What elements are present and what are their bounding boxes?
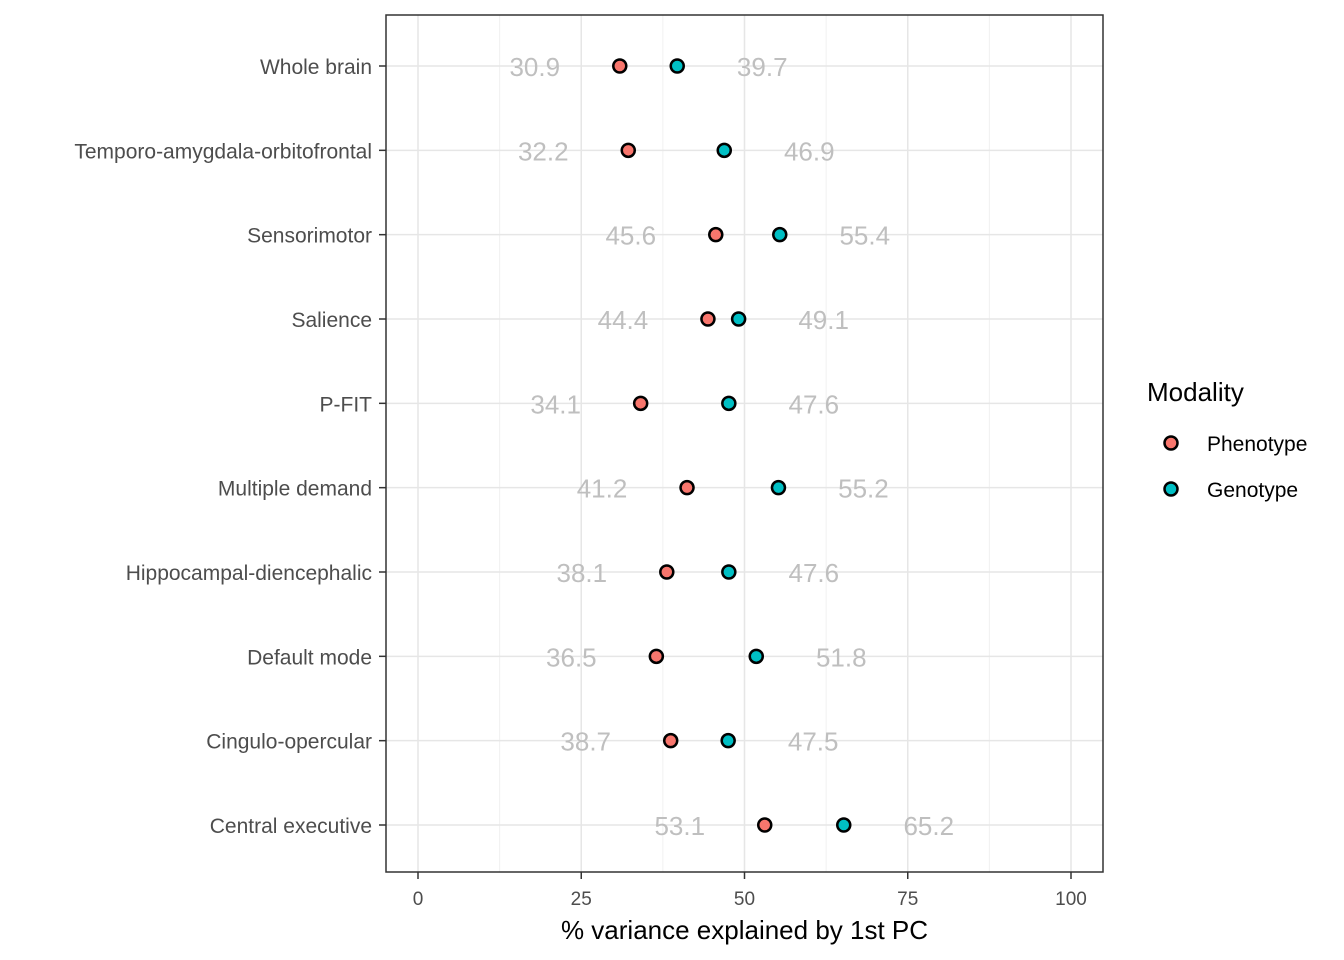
genotype-value-label: 47.6 bbox=[789, 389, 840, 419]
phenotype-value-label: 38.7 bbox=[560, 727, 611, 757]
genotype-point bbox=[836, 817, 852, 833]
x-axis: 0 25 50 75 100 bbox=[413, 872, 1087, 910]
genotype-point bbox=[721, 564, 737, 580]
category-label: Hippocampal-diencephalic bbox=[126, 562, 372, 585]
category-label: Sensorimotor bbox=[247, 225, 372, 248]
legend: Modality Phenotype Genotype bbox=[1147, 377, 1307, 502]
genotype-point bbox=[721, 395, 737, 412]
phenotype-value-label: 34.1 bbox=[530, 389, 581, 419]
x-tick-label: 75 bbox=[897, 889, 918, 910]
category-label: Temporo-amygdala-orbitofrontal bbox=[74, 140, 372, 163]
x-axis-title: % variance explained by 1st PC bbox=[561, 915, 928, 945]
phenotype-point bbox=[662, 732, 679, 749]
legend-key-phenotype bbox=[1163, 435, 1179, 451]
genotype-point bbox=[770, 479, 787, 496]
legend-label-phenotype: Phenotype bbox=[1207, 433, 1307, 456]
genotype-point bbox=[720, 732, 736, 749]
x-tick-label: 100 bbox=[1055, 889, 1087, 910]
x-tick-label: 0 bbox=[413, 889, 424, 910]
genotype-value-label: 49.1 bbox=[798, 305, 849, 335]
genotype-value-label: 47.6 bbox=[789, 558, 840, 588]
genotype-point bbox=[716, 142, 733, 159]
category-label: Whole brain bbox=[260, 56, 372, 79]
phenotype-value-label: 41.2 bbox=[577, 474, 628, 504]
category-label: Central executive bbox=[210, 815, 372, 838]
y-axis: Whole brain Temporo-amygdala-orbitofronta… bbox=[74, 56, 386, 838]
category-label: Multiple demand bbox=[218, 478, 372, 501]
phenotype-point bbox=[700, 311, 716, 327]
x-tick-label: 50 bbox=[734, 889, 755, 910]
genotype-value-label: 51.8 bbox=[816, 642, 867, 672]
genotype-value-label: 46.9 bbox=[784, 136, 835, 166]
phenotype-point bbox=[679, 479, 695, 496]
phenotype-point bbox=[620, 142, 637, 159]
genotype-point bbox=[730, 311, 747, 327]
phenotype-value-label: 38.1 bbox=[556, 558, 607, 588]
legend-title: Modality bbox=[1147, 377, 1244, 407]
genotype-value-label: 55.2 bbox=[838, 474, 889, 504]
genotype-point bbox=[669, 58, 685, 74]
value-labels: 30.9 39.7 32.2 46.9 45.6 55.4 44.4 49.1 34.1 47.6… bbox=[509, 52, 954, 841]
legend-key-genotype bbox=[1163, 481, 1179, 497]
phenotype-value-label: 53.1 bbox=[654, 811, 705, 841]
phenotype-point bbox=[756, 817, 773, 833]
phenotype-point bbox=[648, 648, 665, 665]
grid-lines bbox=[386, 15, 1103, 872]
genotype-value-label: 55.4 bbox=[839, 221, 890, 251]
phenotype-value-label: 32.2 bbox=[518, 136, 569, 166]
genotype-point bbox=[772, 226, 788, 243]
phenotype-point bbox=[612, 58, 628, 74]
genotype-point bbox=[748, 648, 765, 665]
category-label: Default mode bbox=[247, 646, 372, 669]
phenotype-point bbox=[708, 226, 724, 243]
phenotype-value-label: 36.5 bbox=[546, 642, 597, 672]
x-tick-label: 25 bbox=[571, 889, 592, 910]
phenotype-value-label: 44.4 bbox=[598, 305, 649, 335]
genotype-value-label: 39.7 bbox=[737, 52, 788, 82]
phenotype-point bbox=[659, 564, 675, 580]
legend-label-genotype: Genotype bbox=[1207, 479, 1298, 502]
phenotype-point bbox=[632, 395, 649, 412]
data-points bbox=[612, 58, 852, 833]
genotype-value-label: 47.5 bbox=[788, 727, 839, 757]
category-label: Cingulo-opercular bbox=[206, 731, 372, 754]
phenotype-value-label: 30.9 bbox=[509, 52, 560, 82]
genotype-value-label: 65.2 bbox=[903, 811, 954, 841]
category-label: P-FIT bbox=[320, 393, 373, 416]
category-label: Salience bbox=[291, 309, 372, 332]
phenotype-value-label: 45.6 bbox=[605, 221, 656, 251]
